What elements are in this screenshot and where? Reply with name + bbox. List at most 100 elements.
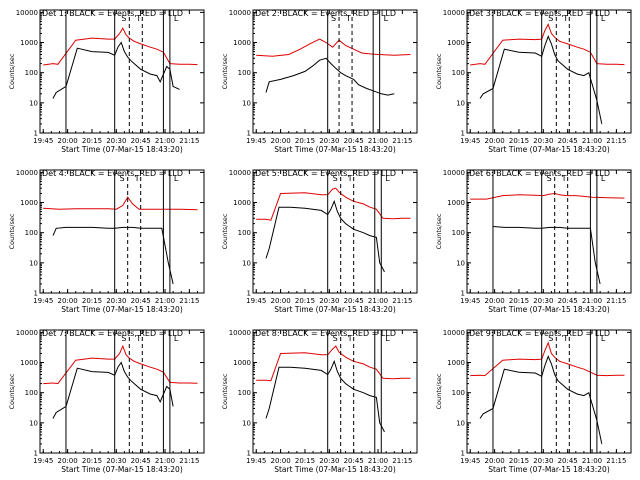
panel-title: Det 8: BLACK = Events, RED = LLD — [255, 329, 396, 338]
x-tick-label: 20:00 — [485, 137, 505, 145]
y-tick-label: 10000 — [443, 169, 465, 177]
x-tick-label: 20:15 — [82, 137, 102, 145]
x-axis-title: Start Time (07-Mar-15 18:43:20) — [488, 465, 610, 474]
panel-det-6: 19:45 20:00 20:15 20:30 20:45 21:00 21:15 1 10 10… — [435, 169, 632, 314]
interval-letter: L — [174, 174, 179, 183]
x-tick-label: 19:45 — [246, 297, 266, 305]
x-tick-label: 21:15 — [179, 457, 199, 465]
x-axis-title: Start Time (07-Mar-15 18:43:20) — [61, 145, 183, 154]
y-tick-label: 10 — [242, 99, 251, 107]
interval-letter: S — [548, 14, 553, 23]
y-tick-label: 1 — [461, 450, 465, 458]
interval-letter: T — [347, 174, 353, 183]
y-tick-label: 1000 — [233, 39, 251, 47]
lld-series-line — [256, 38, 411, 57]
x-tick-label: 20:15 — [82, 297, 102, 305]
panel-det-7: 19:45 20:00 20:15 20:30 20:45 21:00 21:15 1 10 10… — [8, 329, 205, 474]
interval-letter: T — [345, 14, 351, 23]
x-tick-label: 21:00 — [155, 457, 175, 465]
x-tick-label: 19:45 — [246, 137, 266, 145]
x-tick-label: 20:30 — [106, 457, 126, 465]
events-series-line — [52, 361, 174, 419]
x-tick-label: 21:15 — [606, 297, 626, 305]
interval-letter: S — [121, 14, 126, 23]
y-tick-label: 100 — [238, 69, 251, 77]
y-tick-label: 1 — [34, 130, 38, 138]
x-tick-label: 21:00 — [368, 137, 388, 145]
y-tick-label: 10000 — [16, 329, 38, 337]
y-tick-label: 10 — [29, 259, 38, 267]
interval-letter: S — [120, 174, 125, 183]
plot-frame — [466, 329, 632, 454]
x-tick-label: 21:15 — [606, 457, 626, 465]
interval-letter: S — [547, 174, 552, 183]
interval-letter: L — [384, 14, 389, 23]
x-tick-label: 19:45 — [33, 137, 53, 145]
panel-title: Det 1: BLACK = Events, RED = LLD — [42, 9, 183, 18]
interval-letter: L — [385, 174, 390, 183]
x-tick-label: 21:00 — [155, 297, 175, 305]
interval-letter: L — [174, 14, 179, 23]
y-tick-label: 10 — [456, 99, 465, 107]
lld-series-line — [43, 344, 198, 385]
y-tick-label: 100 — [25, 229, 38, 237]
x-tick-label: 20:15 — [509, 137, 529, 145]
x-tick-label: 20:00 — [58, 457, 78, 465]
y-axis-title: Counts/sec — [221, 53, 229, 89]
y-tick-label: 100 — [452, 229, 465, 237]
x-axis-title: Start Time (07-Mar-15 18:43:20) — [61, 465, 183, 474]
interval-letter: T — [135, 14, 141, 23]
x-tick-label: 20:15 — [509, 297, 529, 305]
events-series-line — [479, 35, 603, 125]
x-tick-label: 20:15 — [82, 457, 102, 465]
lld-series-line — [470, 341, 625, 377]
y-tick-label: 1000 — [447, 39, 465, 47]
y-tick-label: 1000 — [233, 359, 251, 367]
interval-letter: S — [121, 334, 126, 343]
events-series-line — [265, 199, 385, 273]
interval-letter: S — [548, 334, 553, 343]
y-tick-label: 10000 — [229, 169, 251, 177]
plot-frame — [252, 169, 418, 294]
lld-series-line — [43, 27, 198, 66]
y-tick-label: 100 — [452, 389, 465, 397]
y-axis-title: Counts/sec — [221, 373, 229, 409]
y-tick-label: 100 — [25, 389, 38, 397]
y-axis-title: Counts/sec — [221, 213, 229, 249]
y-tick-label: 1 — [34, 450, 38, 458]
interval-letter: S — [333, 334, 338, 343]
interval-letter: T — [562, 334, 568, 343]
x-tick-label: 20:30 — [533, 137, 553, 145]
x-axis-title: Start Time (07-Mar-15 18:43:20) — [61, 305, 183, 314]
y-tick-label: 10 — [456, 259, 465, 267]
x-tick-label: 19:45 — [460, 137, 480, 145]
x-tick-label: 20:15 — [295, 137, 315, 145]
interval-letter: T — [347, 334, 353, 343]
x-tick-label: 19:45 — [33, 457, 53, 465]
events-series-line — [492, 226, 601, 285]
y-tick-label: 1 — [247, 450, 251, 458]
panel-title: Det 2: BLACK = Events, RED = LLD — [255, 9, 396, 18]
y-tick-label: 10000 — [229, 9, 251, 17]
y-tick-label: 1000 — [447, 359, 465, 367]
x-tick-label: 19:45 — [33, 297, 53, 305]
x-axis-title: Start Time (07-Mar-15 18:43:20) — [274, 145, 396, 154]
x-tick-label: 20:30 — [319, 457, 339, 465]
interval-letter: T — [134, 174, 140, 183]
interval-letter: S — [331, 14, 336, 23]
x-tick-label: 21:00 — [582, 297, 602, 305]
panel-title: Det 7: BLACK = Events, RED = LLD — [42, 329, 183, 338]
x-tick-label: 20:00 — [271, 297, 291, 305]
interval-letter: T — [135, 334, 141, 343]
panel-det-8: 19:45 20:00 20:15 20:30 20:45 21:00 21:15 1 10 10… — [221, 329, 418, 474]
panel-det-5: 19:45 20:00 20:15 20:30 20:45 21:00 21:15 1 10 10… — [221, 169, 418, 314]
x-tick-label: 21:00 — [155, 137, 175, 145]
x-tick-label: 21:15 — [606, 137, 626, 145]
interval-letter: L — [174, 334, 179, 343]
x-tick-label: 20:00 — [485, 297, 505, 305]
x-tick-label: 20:45 — [131, 297, 151, 305]
panel-title: Det 5: BLACK = Events, RED = LLD — [255, 169, 396, 178]
events-series-line — [265, 57, 395, 96]
y-tick-label: 100 — [25, 69, 38, 77]
x-tick-label: 20:00 — [271, 137, 291, 145]
